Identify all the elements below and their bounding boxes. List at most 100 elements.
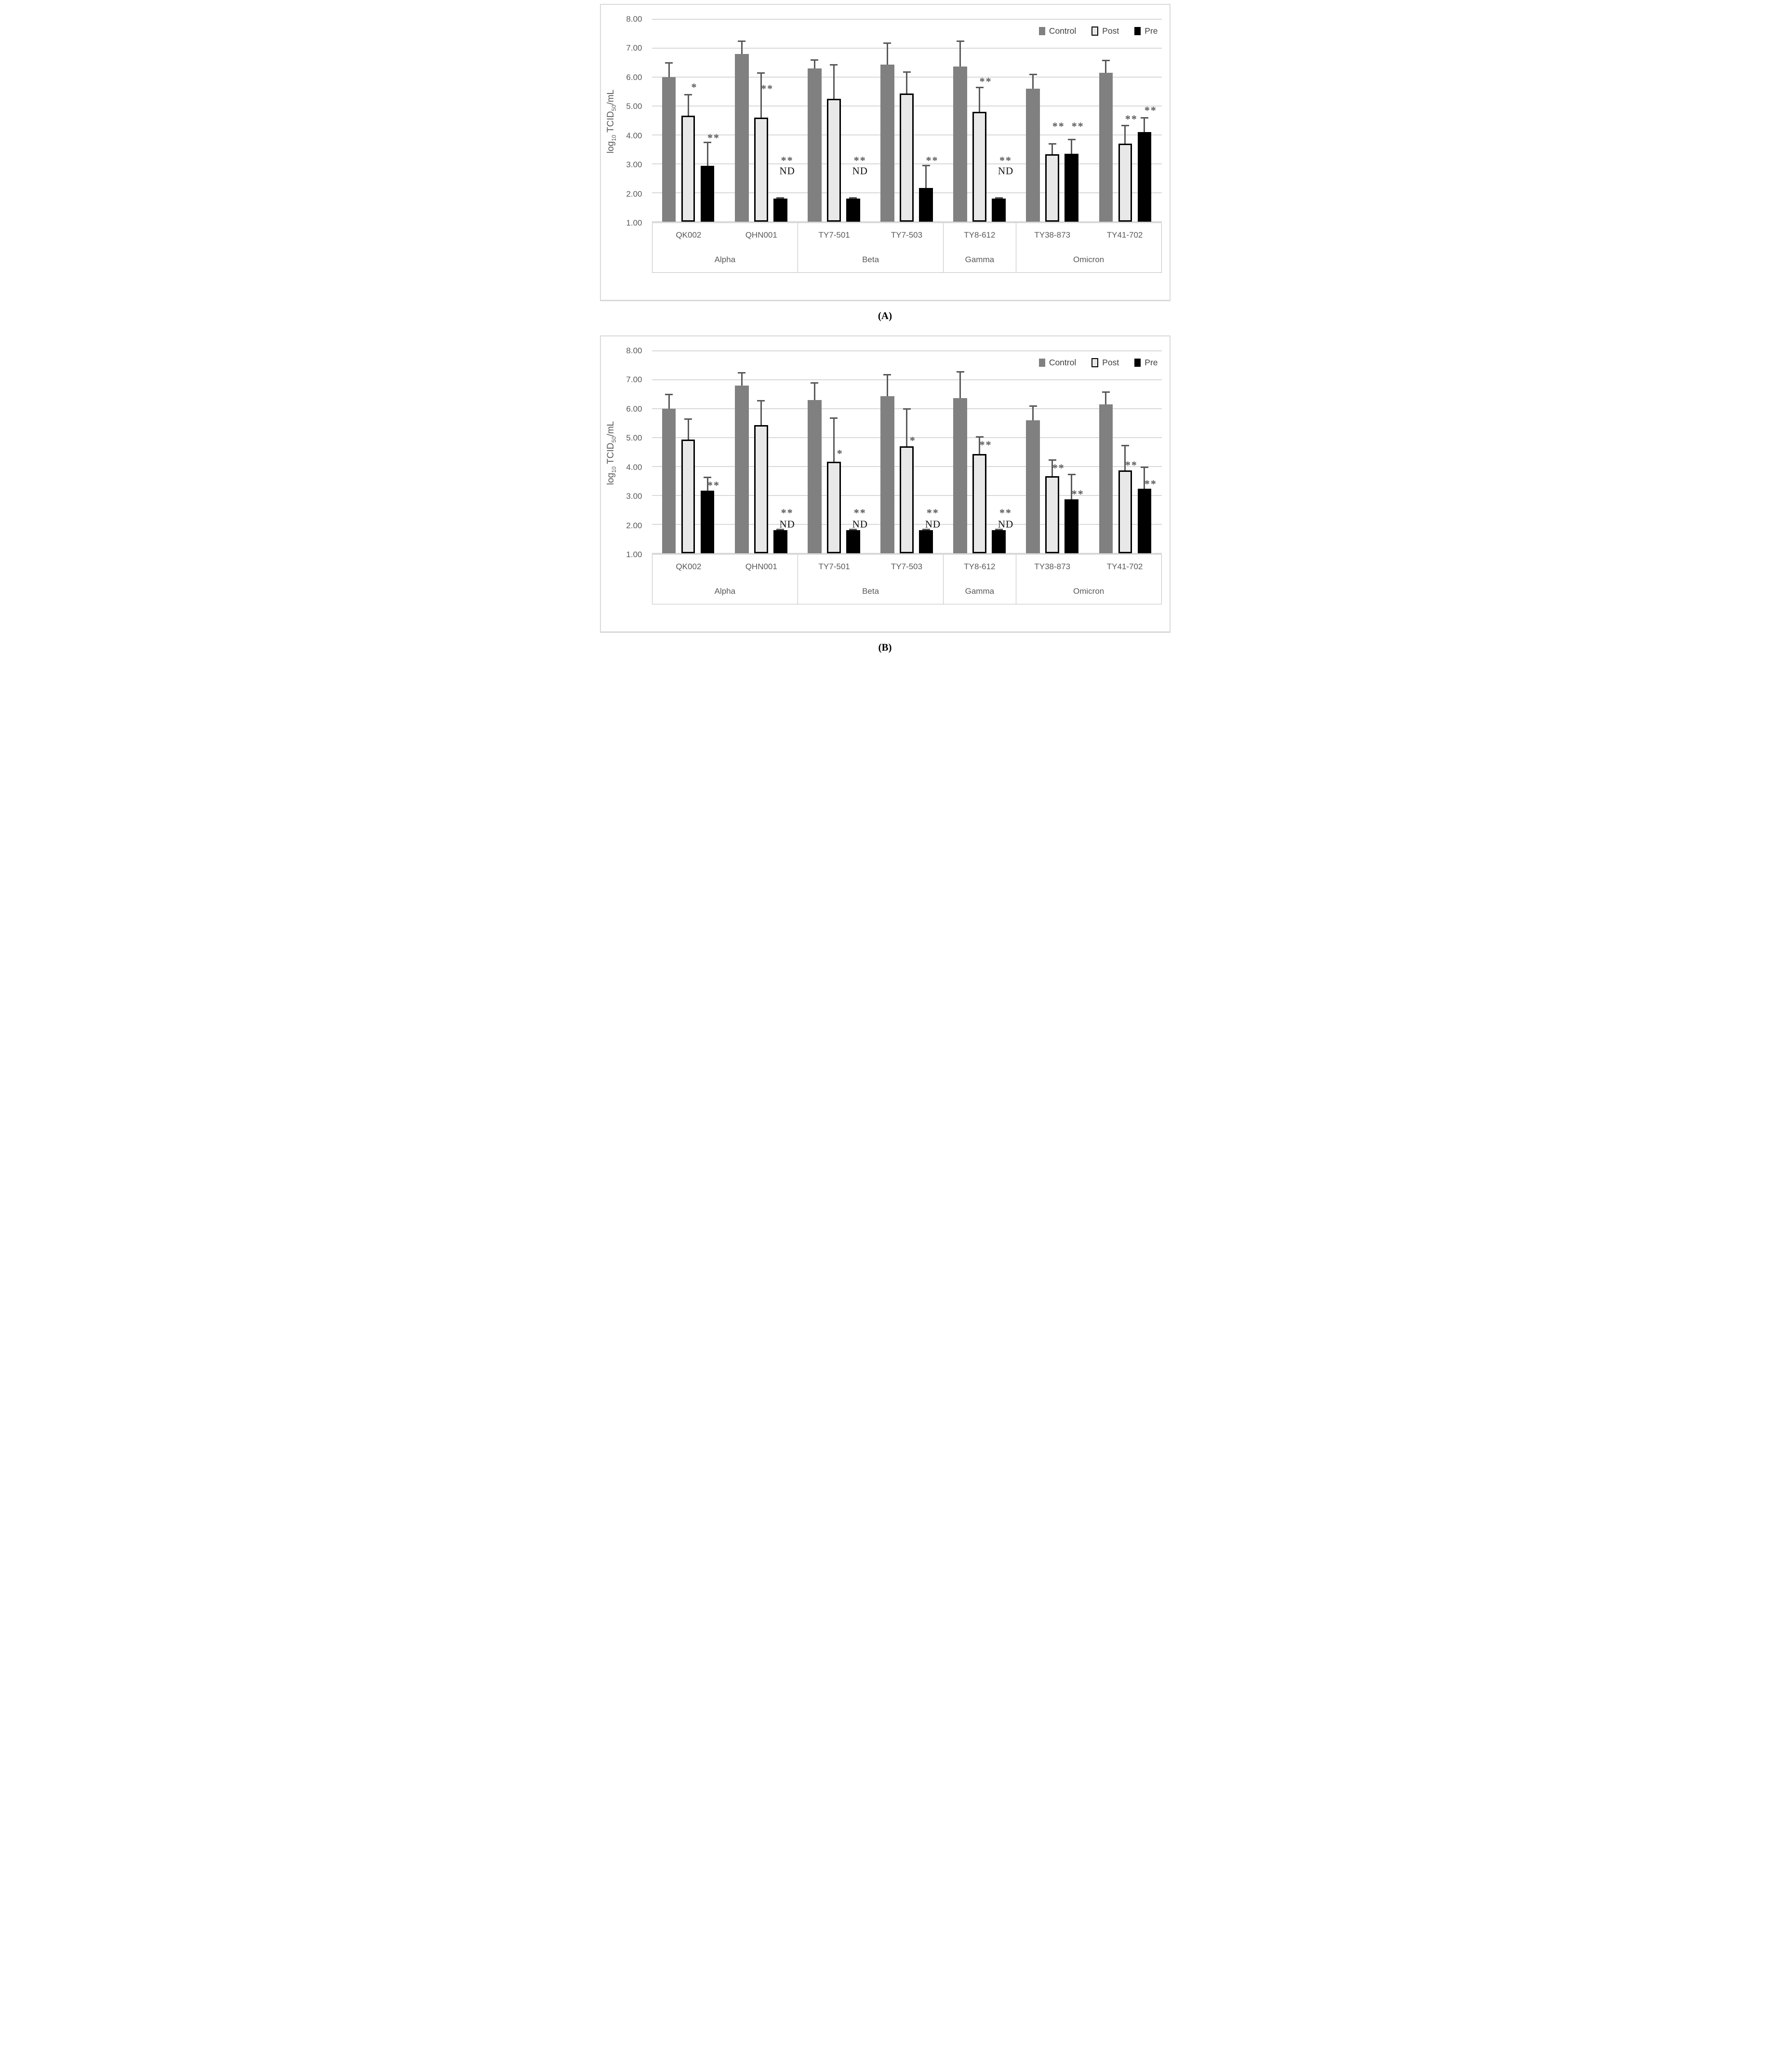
bar-post-TY7-501 <box>826 99 841 222</box>
group-label-omicron: Omicron <box>1015 247 1161 272</box>
error-bar-cap <box>684 418 692 420</box>
legend-swatch-control-icon <box>1038 359 1045 367</box>
y-title-sub10: 10 <box>611 466 617 473</box>
bar-pre-TY38-873 <box>1065 499 1079 553</box>
bar-pre-TY8-612 <box>992 199 1006 222</box>
category-label-TY7-501: TY7-501 <box>798 223 870 247</box>
y-axis-title-column: log10 TCID50/mL <box>602 19 621 223</box>
error-bar-cap <box>883 374 892 375</box>
y-title-sub50: 50 <box>611 436 617 443</box>
error-bar-line <box>1071 139 1073 154</box>
legend-swatch-post-icon <box>1091 27 1099 36</box>
bar-post-QHN001 <box>754 425 768 553</box>
chart-a: log10 TCID50/mL 8.00 7.00 6.00 5.00 4.00 3.00… <box>601 5 1170 300</box>
category-label-TY7-501: TY7-501 <box>798 555 870 579</box>
error-bar-cap <box>975 86 984 88</box>
bar-post-TY38-873 <box>1045 476 1060 553</box>
error-bar-cap <box>665 62 673 64</box>
error-bar-cap <box>975 436 984 438</box>
significance-marker: ** <box>1144 478 1157 490</box>
legend-item-post: Post <box>1091 26 1119 36</box>
error-bar-line <box>741 41 743 54</box>
legend-label-control: Control <box>1049 358 1077 367</box>
error-bar-cap <box>1048 143 1056 145</box>
error-bar-line <box>760 73 762 118</box>
error-bar-cap <box>849 529 857 531</box>
legend-label-pre: Pre <box>1145 358 1158 367</box>
bar-pre-TY41-702 <box>1137 132 1152 222</box>
chart-b: log10 TCID50/mL 8.00 7.00 6.00 5.00 4.00 3.00… <box>601 336 1170 631</box>
legend-label-post: Post <box>1102 26 1119 36</box>
error-bar-line <box>979 437 981 455</box>
error-bar-cap <box>995 529 1003 531</box>
bar-control-QHN001 <box>734 54 749 222</box>
legend-item-pre: Pre <box>1134 26 1158 36</box>
category-label-TY38-873: TY38-873 <box>1015 223 1089 247</box>
error-bar-cap <box>849 197 857 199</box>
error-bar-cap <box>830 417 838 419</box>
y-tick-label: 3.00 <box>626 492 642 501</box>
error-bar-line <box>813 383 815 400</box>
legend-swatch-post-icon <box>1091 358 1099 367</box>
nd-label: ND <box>852 518 868 530</box>
chart-panel-a: log10 TCID50/mL 8.00 7.00 6.00 5.00 4.00 3.00… <box>599 4 1171 301</box>
bar-post-TY41-702 <box>1118 470 1132 553</box>
significance-marker: ** <box>853 154 866 166</box>
y-axis-title: log10 TCID50/mL <box>606 89 617 153</box>
significance-marker: ** <box>1071 488 1084 500</box>
significance-marker: ** <box>781 154 794 166</box>
error-bar-line <box>979 87 981 112</box>
significance-marker: ** <box>926 507 939 519</box>
error-bar-line <box>886 43 888 65</box>
error-bar-cap <box>995 197 1003 199</box>
y-title-tcid: TCID <box>605 111 616 135</box>
error-bar-line <box>687 419 689 440</box>
gridline <box>652 350 1162 351</box>
group-label-alpha: Alpha <box>714 255 736 264</box>
bar-pre-TY7-503 <box>919 530 933 553</box>
group-label-gamma: Gamma <box>943 579 1016 604</box>
error-bar-line <box>1105 60 1107 73</box>
bar-post-TY7-503 <box>900 446 914 553</box>
y-title-log: log <box>605 472 616 485</box>
bar-control-QK002 <box>662 409 676 553</box>
group-label-beta: Beta <box>798 247 943 272</box>
error-bar-cap <box>903 71 911 73</box>
y-tick-label: 2.00 <box>626 189 642 199</box>
plot-area: Control Post Pre * ** ** ** ** ** ** ND ** ND ** **… <box>652 19 1162 223</box>
category-label-TY41-702: TY41-702 <box>1106 562 1143 571</box>
error-bar-cap <box>956 40 964 42</box>
y-tick-label: 5.00 <box>626 102 642 111</box>
significance-marker: * <box>691 81 698 93</box>
error-bar-line <box>833 418 835 462</box>
bar-control-TY7-503 <box>880 65 894 222</box>
nd-label: ND <box>852 165 868 177</box>
bar-pre-TY38-873 <box>1065 154 1079 222</box>
error-bar-line <box>959 372 961 398</box>
significance-marker: ** <box>979 75 992 87</box>
error-bar-line <box>886 374 888 397</box>
bar-control-TY8-612 <box>953 66 967 222</box>
y-tick-label: 8.00 <box>626 14 642 24</box>
error-bar-cap <box>757 72 765 74</box>
error-bar-cap <box>776 529 785 531</box>
error-bar-line <box>706 477 708 491</box>
category-label-TY7-503: TY7-503 <box>891 562 923 571</box>
significance-marker: ** <box>999 154 1012 166</box>
y-tick-label: 3.00 <box>626 160 642 170</box>
error-bar-cap <box>883 42 892 44</box>
error-bar-line <box>706 142 708 166</box>
error-bar-cap <box>684 94 692 95</box>
legend-swatch-pre-icon <box>1134 359 1141 367</box>
y-axis: 8.00 7.00 6.00 5.00 4.00 3.00 2.00 1.00 <box>621 14 652 227</box>
nd-label: ND <box>998 518 1014 530</box>
error-bar-cap <box>1140 467 1148 468</box>
error-bar-line <box>906 409 907 446</box>
significance-marker: ** <box>1125 459 1138 471</box>
category-label-QHN001: QHN001 <box>745 230 777 240</box>
error-bar-cap <box>704 477 712 479</box>
y-tick-label: 1.00 <box>626 550 642 559</box>
significance-marker: * <box>837 447 843 459</box>
y-tick-label: 4.00 <box>626 131 642 140</box>
y-tick-label: 7.00 <box>626 43 642 53</box>
